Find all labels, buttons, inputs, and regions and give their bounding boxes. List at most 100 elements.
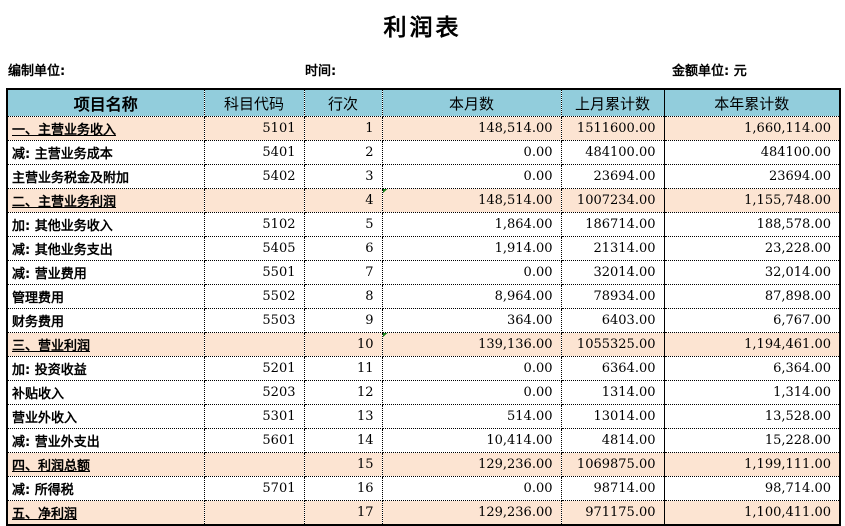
- prev-month-cumulative-cell[interactable]: 32014.00: [560, 260, 665, 285]
- item-name-cell[interactable]: 减: 营业费用: [6, 260, 205, 285]
- year-cumulative-cell[interactable]: 1,199,111.00: [663, 452, 841, 477]
- line-number-cell[interactable]: 1: [303, 116, 383, 141]
- item-name-cell[interactable]: 补贴收入: [6, 380, 205, 405]
- year-cumulative-cell[interactable]: 13,528.00: [663, 404, 841, 429]
- item-name-cell[interactable]: 减: 营业外支出: [6, 428, 205, 453]
- current-month-cell[interactable]: 0.00: [381, 380, 562, 405]
- prev-month-cumulative-cell[interactable]: 98714.00: [560, 476, 665, 501]
- year-cumulative-cell[interactable]: 1,194,461.00: [663, 332, 841, 357]
- account-code-cell[interactable]: 5101: [203, 116, 305, 141]
- account-code-cell[interactable]: 5201: [203, 356, 305, 381]
- current-month-cell[interactable]: 129,236.00: [381, 500, 562, 526]
- account-code-cell[interactable]: [203, 452, 305, 477]
- account-code-cell[interactable]: 5501: [203, 260, 305, 285]
- current-month-cell[interactable]: 0.00: [381, 140, 562, 165]
- current-month-cell[interactable]: 0.00: [381, 260, 562, 285]
- current-month-cell[interactable]: 1,864.00: [381, 212, 562, 237]
- line-number-cell[interactable]: 12: [303, 380, 383, 405]
- prev-month-cumulative-cell[interactable]: 1007234.00: [560, 188, 665, 213]
- line-number-cell[interactable]: 6: [303, 236, 383, 261]
- line-number-cell[interactable]: 8: [303, 284, 383, 309]
- header-cell-account-code[interactable]: 科目代码: [203, 88, 305, 117]
- year-cumulative-cell[interactable]: 15,228.00: [663, 428, 841, 453]
- item-name-cell[interactable]: 减: 其他业务支出: [6, 236, 205, 261]
- current-month-cell[interactable]: 0.00: [381, 356, 562, 381]
- line-number-cell[interactable]: 4: [303, 188, 383, 213]
- item-name-cell[interactable]: 主营业务税金及附加: [6, 164, 205, 189]
- item-name-cell[interactable]: 财务费用: [6, 308, 205, 333]
- current-month-cell[interactable]: 0.00: [381, 164, 562, 189]
- prev-month-cumulative-cell[interactable]: 78934.00: [560, 284, 665, 309]
- prev-month-cumulative-cell[interactable]: 971175.00: [560, 500, 665, 526]
- prev-month-cumulative-cell[interactable]: 6364.00: [560, 356, 665, 381]
- line-number-cell[interactable]: 17: [303, 500, 383, 526]
- year-cumulative-cell[interactable]: 87,898.00: [663, 284, 841, 309]
- prev-month-cumulative-cell[interactable]: 6403.00: [560, 308, 665, 333]
- year-cumulative-cell[interactable]: 32,014.00: [663, 260, 841, 285]
- current-month-cell[interactable]: 8,964.00: [381, 284, 562, 309]
- item-name-cell[interactable]: 减: 主营业务成本: [6, 140, 205, 165]
- year-cumulative-cell[interactable]: 6,767.00: [663, 308, 841, 333]
- year-cumulative-cell[interactable]: 1,660,114.00: [663, 116, 841, 141]
- line-number-cell[interactable]: 5: [303, 212, 383, 237]
- current-month-cell[interactable]: 10,414.00: [381, 428, 562, 453]
- line-number-cell[interactable]: 14: [303, 428, 383, 453]
- line-number-cell[interactable]: 7: [303, 260, 383, 285]
- prev-month-cumulative-cell[interactable]: 186714.00: [560, 212, 665, 237]
- item-name-cell[interactable]: 加: 其他业务收入: [6, 212, 205, 237]
- item-name-cell[interactable]: 一、主营业务收入: [6, 116, 205, 141]
- prev-month-cumulative-cell[interactable]: 23694.00: [560, 164, 665, 189]
- item-name-cell[interactable]: 加: 投资收益: [6, 356, 205, 381]
- prev-month-cumulative-cell[interactable]: 1314.00: [560, 380, 665, 405]
- prev-month-cumulative-cell[interactable]: 1055325.00: [560, 332, 665, 357]
- account-code-cell[interactable]: 5301: [203, 404, 305, 429]
- account-code-cell[interactable]: 5102: [203, 212, 305, 237]
- current-month-cell[interactable]: 364.00: [381, 308, 562, 333]
- line-number-cell[interactable]: 9: [303, 308, 383, 333]
- line-number-cell[interactable]: 15: [303, 452, 383, 477]
- year-cumulative-cell[interactable]: 484100.00: [663, 140, 841, 165]
- account-code-cell[interactable]: 5701: [203, 476, 305, 501]
- account-code-cell[interactable]: 5402: [203, 164, 305, 189]
- item-name-cell[interactable]: 管理费用: [6, 284, 205, 309]
- year-cumulative-cell[interactable]: 1,314.00: [663, 380, 841, 405]
- header-cell-year-cumulative[interactable]: 本年累计数: [663, 88, 841, 117]
- header-cell-current-month[interactable]: 本月数: [381, 88, 562, 117]
- account-code-cell[interactable]: 5503: [203, 308, 305, 333]
- year-cumulative-cell[interactable]: 188,578.00: [663, 212, 841, 237]
- year-cumulative-cell[interactable]: 23,228.00: [663, 236, 841, 261]
- year-cumulative-cell[interactable]: 6,364.00: [663, 356, 841, 381]
- year-cumulative-cell[interactable]: 23694.00: [663, 164, 841, 189]
- year-cumulative-cell[interactable]: 98,714.00: [663, 476, 841, 501]
- current-month-cell[interactable]: 148,514.00: [381, 116, 562, 141]
- item-name-cell[interactable]: 营业外收入: [6, 404, 205, 429]
- prev-month-cumulative-cell[interactable]: 1069875.00: [560, 452, 665, 477]
- current-month-cell[interactable]: 514.00: [381, 404, 562, 429]
- line-number-cell[interactable]: 10: [303, 332, 383, 357]
- prev-month-cumulative-cell[interactable]: 13014.00: [560, 404, 665, 429]
- account-code-cell[interactable]: [203, 332, 305, 357]
- header-cell-item-name[interactable]: 项目名称: [6, 88, 205, 117]
- year-cumulative-cell[interactable]: 1,155,748.00: [663, 188, 841, 213]
- current-month-cell[interactable]: 139,136.00: [381, 332, 562, 357]
- account-code-cell[interactable]: 5405: [203, 236, 305, 261]
- current-month-cell[interactable]: 148,514.00: [381, 188, 562, 213]
- line-number-cell[interactable]: 2: [303, 140, 383, 165]
- item-name-cell[interactable]: 五、净利润: [6, 500, 205, 526]
- line-number-cell[interactable]: 13: [303, 404, 383, 429]
- year-cumulative-cell[interactable]: 1,100,411.00: [663, 500, 841, 526]
- line-number-cell[interactable]: 16: [303, 476, 383, 501]
- account-code-cell[interactable]: 5203: [203, 380, 305, 405]
- prev-month-cumulative-cell[interactable]: 4814.00: [560, 428, 665, 453]
- current-month-cell[interactable]: 1,914.00: [381, 236, 562, 261]
- current-month-cell[interactable]: 0.00: [381, 476, 562, 501]
- header-cell-line-number[interactable]: 行次: [303, 88, 383, 117]
- item-name-cell[interactable]: 二、主营业务利润: [6, 188, 205, 213]
- item-name-cell[interactable]: 四、利润总额: [6, 452, 205, 477]
- prev-month-cumulative-cell[interactable]: 21314.00: [560, 236, 665, 261]
- header-cell-prev-month-cumulative[interactable]: 上月累计数: [560, 88, 665, 117]
- prev-month-cumulative-cell[interactable]: 484100.00: [560, 140, 665, 165]
- prev-month-cumulative-cell[interactable]: 1511600.00: [560, 116, 665, 141]
- account-code-cell[interactable]: [203, 500, 305, 526]
- account-code-cell[interactable]: 5601: [203, 428, 305, 453]
